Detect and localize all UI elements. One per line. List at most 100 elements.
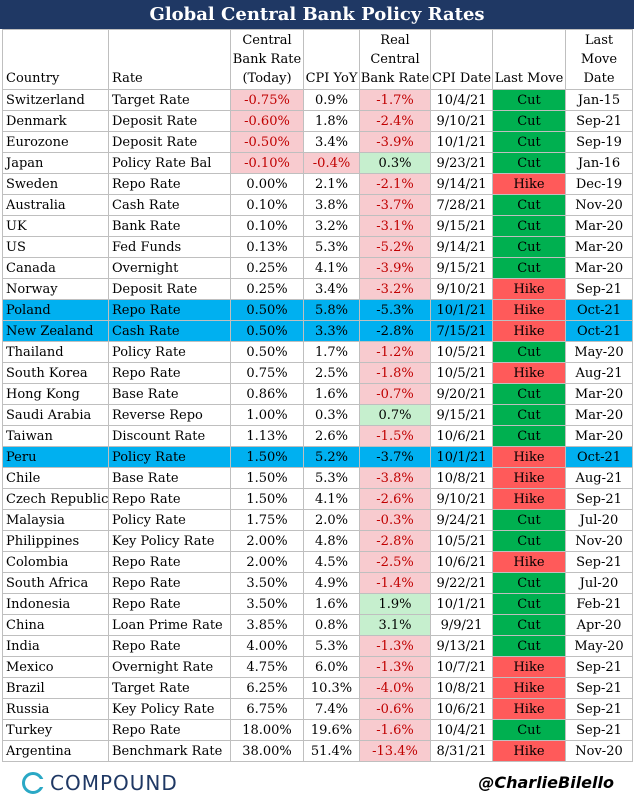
cell-last-move-date: Nov-20: [565, 194, 633, 216]
cell-last-move: Cut: [492, 110, 566, 132]
cell-last-move-date: Jul-20: [565, 509, 633, 531]
table-row: Hong Kong Base Rate 0.86% 1.6% -0.7% 9/20/21 C…: [2, 383, 633, 405]
cell-country: Taiwan: [2, 425, 109, 447]
table-row: Philippines Key Policy Rate 2.00% 4.8% -2.8%…: [2, 530, 633, 552]
table-row: UK Bank Rate 0.10% 3.2% -3.1% 9/15/21 Cut Mar-2…: [2, 215, 633, 237]
cell-cpi-date: 9/14/21: [430, 236, 493, 258]
cell-cpi-date: 10/5/21: [430, 341, 493, 363]
table-row: Denmark Deposit Rate -0.60% 1.8% -2.4% 9/10/2…: [2, 110, 633, 132]
table-row: Japan Policy Rate Bal -0.10% -0.4% 0.3% 9/23/…: [2, 152, 633, 174]
cell-cpi: 6.0%: [303, 656, 360, 678]
cell-country: China: [2, 614, 109, 636]
cell-cb-rate: 3.50%: [230, 593, 304, 615]
cell-last-move: Cut: [492, 236, 566, 258]
cell-last-move: Hike: [492, 488, 566, 510]
cell-real-rate: 1.9%: [359, 593, 431, 615]
table-row: Thailand Policy Rate 0.50% 1.7% -1.2% 10/5/21…: [2, 341, 633, 363]
table-row: Mexico Overnight Rate 4.75% 6.0% -1.3% 10/7/2…: [2, 656, 633, 678]
cell-cb-rate: 0.13%: [230, 236, 304, 258]
cell-cpi: 5.2%: [303, 446, 360, 468]
table-row: Sweden Repo Rate 0.00% 2.1% -2.1% 9/14/21 Hike…: [2, 173, 633, 195]
cell-cpi-date: 10/5/21: [430, 530, 493, 552]
cell-country: India: [2, 635, 109, 657]
cell-country: Australia: [2, 194, 109, 216]
cell-last-move-date: Sep-21: [565, 488, 633, 510]
cell-cb-rate: 0.86%: [230, 383, 304, 405]
cell-last-move-date: Sep-21: [565, 698, 633, 720]
cell-cpi-date: 9/9/21: [430, 614, 493, 636]
table-row: Australia Cash Rate 0.10% 3.8% -3.7% 7/28/21 C…: [2, 194, 633, 216]
cell-real-rate: -1.4%: [359, 572, 431, 594]
cell-last-move-date: Sep-21: [565, 551, 633, 573]
cell-cb-rate: 0.10%: [230, 215, 304, 237]
cell-cb-rate: 38.00%: [230, 740, 304, 762]
cell-real-rate: -1.3%: [359, 635, 431, 657]
cell-cpi-date: 10/5/21: [430, 362, 493, 384]
cell-cb-rate: 1.50%: [230, 488, 304, 510]
cell-cb-rate: -0.10%: [230, 152, 304, 174]
table-row: China Loan Prime Rate 3.85% 0.8% 3.1% 9/9/21 C…: [2, 614, 633, 636]
cell-last-move: Hike: [492, 698, 566, 720]
cell-cpi: 4.5%: [303, 551, 360, 573]
cell-cb-rate: 6.25%: [230, 677, 304, 699]
cell-last-move-date: Mar-20: [565, 383, 633, 405]
cell-cb-rate: 1.75%: [230, 509, 304, 531]
cell-real-rate: -3.8%: [359, 467, 431, 489]
cell-last-move-date: Jan-15: [565, 89, 633, 111]
cell-real-rate: -3.9%: [359, 131, 431, 153]
header-lmd-line2: Move: [580, 52, 618, 67]
cell-cb-rate: 2.00%: [230, 530, 304, 552]
header-cpi-date: CPI Date: [430, 29, 493, 90]
cell-real-rate: -2.4%: [359, 110, 431, 132]
cell-cb-rate: 0.50%: [230, 341, 304, 363]
cell-last-move-date: Feb-21: [565, 593, 633, 615]
cell-real-rate: 0.7%: [359, 404, 431, 426]
cell-last-move: Cut: [492, 215, 566, 237]
cell-last-move: Hike: [492, 677, 566, 699]
cell-rate: Deposit Rate: [108, 131, 231, 153]
rates-table: Country Rate Central Bank Rate (Today) C…: [2, 29, 633, 762]
cell-cpi: 7.4%: [303, 698, 360, 720]
header-cpi: CPI YoY: [303, 29, 360, 90]
cell-last-move: Hike: [492, 446, 566, 468]
cell-country: Philippines: [2, 530, 109, 552]
logo-text: COMPOUND: [50, 771, 178, 795]
cell-cb-rate: 1.00%: [230, 404, 304, 426]
cell-real-rate: -4.0%: [359, 677, 431, 699]
cell-cpi-date: 10/6/21: [430, 425, 493, 447]
table-body: Switzerland Target Rate -0.75% 0.9% -1.7% 10/…: [2, 89, 633, 762]
cell-cb-rate: 3.50%: [230, 572, 304, 594]
cell-last-move: Cut: [492, 89, 566, 111]
cell-real-rate: -3.7%: [359, 194, 431, 216]
cell-last-move-date: Aug-21: [565, 362, 633, 384]
cell-cpi-date: 10/6/21: [430, 698, 493, 720]
cell-real-rate: -3.2%: [359, 278, 431, 300]
cell-last-move-date: Jul-20: [565, 572, 633, 594]
table-row: Argentina Benchmark Rate 38.00% 51.4% -13.4%…: [2, 740, 633, 762]
cell-rate: Repo Rate: [108, 719, 231, 741]
cell-cb-rate: -0.60%: [230, 110, 304, 132]
header-row: Country Rate Central Bank Rate (Today) C…: [2, 29, 633, 90]
cell-cpi: 1.8%: [303, 110, 360, 132]
cell-cpi: -0.4%: [303, 152, 360, 174]
table-row: US Fed Funds 0.13% 5.3% -5.2% 9/14/21 Cut Mar-2…: [2, 236, 633, 258]
cell-cpi-date: 9/15/21: [430, 404, 493, 426]
cell-cpi-date: 10/1/21: [430, 446, 493, 468]
header-cb-rate-line1: Central: [242, 33, 292, 48]
cell-cb-rate: 3.85%: [230, 614, 304, 636]
cell-last-move: Cut: [492, 572, 566, 594]
cell-real-rate: -1.8%: [359, 362, 431, 384]
cell-rate: Cash Rate: [108, 194, 231, 216]
cell-cpi-date: 10/1/21: [430, 299, 493, 321]
cell-last-move-date: Oct-21: [565, 320, 633, 342]
cell-country: South Korea: [2, 362, 109, 384]
cell-last-move-date: Sep-21: [565, 656, 633, 678]
cell-real-rate: -2.1%: [359, 173, 431, 195]
cell-cpi-date: 10/1/21: [430, 593, 493, 615]
cell-last-move: Cut: [492, 509, 566, 531]
cell-last-move: Cut: [492, 131, 566, 153]
cell-rate: Key Policy Rate: [108, 698, 231, 720]
header-last-move: Last Move: [492, 29, 566, 90]
cell-cb-rate: -0.75%: [230, 89, 304, 111]
cell-real-rate: -1.3%: [359, 656, 431, 678]
